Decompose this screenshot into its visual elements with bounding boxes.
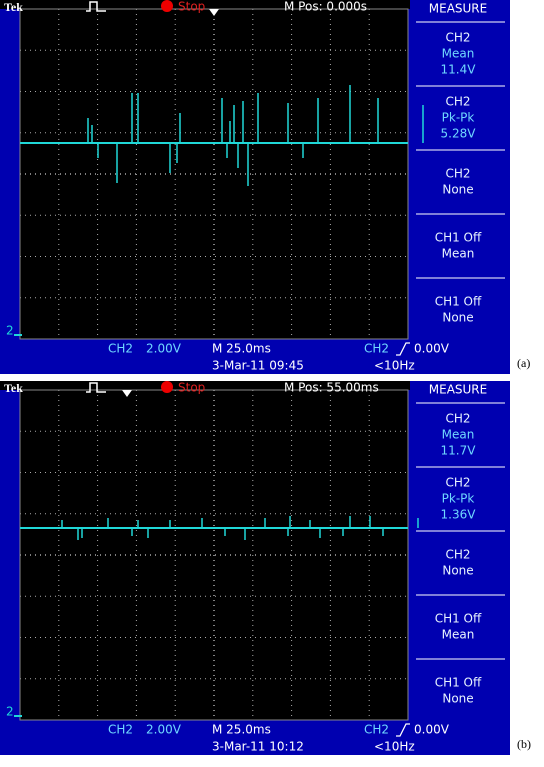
measure-text: 11.4V <box>441 63 477 77</box>
measure-text: Pk-Pk <box>442 111 475 125</box>
menu-title: MEASURE <box>429 2 487 16</box>
measure-text: None <box>442 311 473 325</box>
measure-text: CH2 <box>445 548 470 562</box>
scale: 2.00V <box>146 342 182 356</box>
trigger-level: 0.00V <box>414 342 450 356</box>
trigger-channel: CH2 <box>364 342 389 356</box>
measure-text: Mean <box>442 47 475 61</box>
panel-label: (b) <box>517 737 531 751</box>
measure-text: CH1 Off <box>435 612 482 626</box>
status: Stop <box>178 0 205 14</box>
status: Stop <box>178 381 205 395</box>
measure-text: 11.7V <box>441 444 477 458</box>
brand: Tek <box>4 0 23 14</box>
measure-text: CH2 <box>445 476 470 490</box>
measure-text: CH2 <box>445 31 470 45</box>
measure-text: CH2 <box>445 412 470 426</box>
figure: 2 Tek Stop M Pos: 0.000s MEASURE CH2 Mean 11.4V… <box>0 0 544 767</box>
ground-marker: 2 <box>6 705 14 719</box>
measure-text: Mean <box>442 247 475 261</box>
menu-title: MEASURE <box>429 383 487 397</box>
frequency: <10Hz <box>374 740 415 754</box>
scope-screen: 2 Tek Stop M Pos: 55.00ms MEASURE CH2 Mean 11.7… <box>0 381 510 756</box>
ground-marker: 2 <box>6 324 14 338</box>
measure-text: CH1 Off <box>435 676 482 690</box>
stop-dot <box>161 381 173 393</box>
scope-screen: 2 Tek Stop M Pos: 0.000s MEASURE CH2 Mean 11.4V… <box>0 0 510 374</box>
trigger-channel: CH2 <box>364 723 389 737</box>
trigger-level: 0.00V <box>414 723 450 737</box>
brand: Tek <box>4 381 23 395</box>
frequency: <10Hz <box>374 359 415 373</box>
measure-text: CH1 Off <box>435 295 482 309</box>
measure-text: Pk-Pk <box>442 492 475 506</box>
timebase: M 25.0ms <box>212 342 271 356</box>
measure-text: None <box>442 183 473 197</box>
measure-text: CH2 <box>445 95 470 109</box>
channel: CH2 <box>108 342 133 356</box>
position: M Pos: 0.000s <box>284 0 367 14</box>
measure-text: Mean <box>442 428 475 442</box>
measure-text: None <box>442 564 473 578</box>
measure-text: None <box>442 692 473 706</box>
date: 3-Mar-11 10:12 <box>212 740 304 754</box>
measure-text: CH1 Off <box>435 231 482 245</box>
date: 3-Mar-11 09:45 <box>212 359 304 373</box>
measure-text: Mean <box>442 628 475 642</box>
panel-label: (a) <box>517 356 530 370</box>
measure-text: CH2 <box>445 167 470 181</box>
timebase: M 25.0ms <box>212 723 271 737</box>
measure-text: 1.36V <box>441 508 477 522</box>
scale: 2.00V <box>146 723 182 737</box>
channel: CH2 <box>108 723 133 737</box>
measure-text: 5.28V <box>441 127 477 141</box>
position: M Pos: 55.00ms <box>284 381 379 395</box>
stop-dot <box>161 0 173 12</box>
